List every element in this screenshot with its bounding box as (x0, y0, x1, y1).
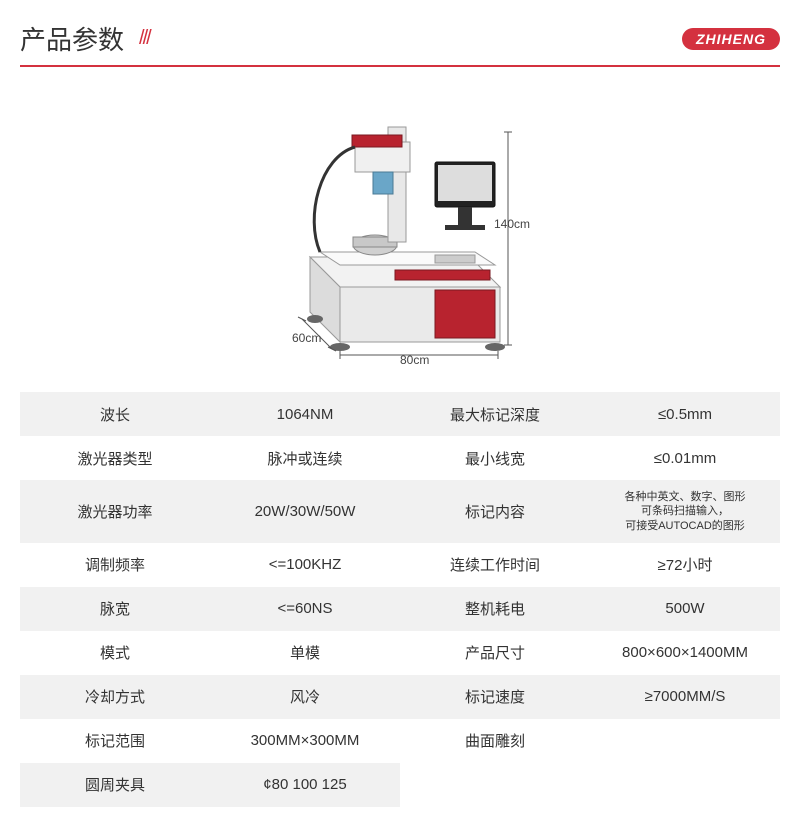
spec-value: 300MM×300MM (210, 719, 400, 763)
spec-label: 整机耗电 (400, 587, 590, 631)
spec-value: 风冷 (210, 675, 400, 719)
spec-label: 连续工作时间 (400, 543, 590, 587)
spec-value: ≤0.01mm (590, 436, 780, 480)
spec-value: ¢80 100 125 (210, 763, 400, 807)
spec-value: 20W/30W/50W (210, 480, 400, 543)
spec-value: 500W (590, 587, 780, 631)
spec-label: 最小线宽 (400, 436, 590, 480)
spec-label: 冷却方式 (20, 675, 210, 719)
product-image: 140cm 80cm 60cm (20, 87, 780, 367)
spec-value (590, 719, 780, 763)
spec-value: 各种中英文、数字、图形 可条码扫描输入， 可接受AUTOCAD的图形 (590, 480, 780, 543)
brand-badge: ZHIHENG (682, 28, 780, 50)
dim-width: 80cm (400, 353, 429, 367)
header: 产品参数 /// ZHIHENG (20, 20, 780, 67)
spec-label: 标记范围 (20, 719, 210, 763)
spec-value: ≥7000MM/S (590, 675, 780, 719)
spec-label: 曲面雕刻 (400, 719, 590, 763)
spec-value: ≤0.5mm (590, 392, 780, 436)
spec-label: 波长 (20, 392, 210, 436)
spec-value: 单模 (210, 631, 400, 675)
machine-illustration: 140cm 80cm 60cm (240, 87, 560, 367)
spec-value: <=60NS (210, 587, 400, 631)
dim-height: 140cm (494, 217, 530, 231)
spec-label: 激光器类型 (20, 436, 210, 480)
spec-empty (590, 763, 780, 807)
spec-empty (400, 763, 590, 807)
title-decoration: /// (139, 27, 682, 50)
spec-label: 脉宽 (20, 587, 210, 631)
spec-label: 标记内容 (400, 480, 590, 543)
spec-label: 标记速度 (400, 675, 590, 719)
spec-value: ≥72小时 (590, 543, 780, 587)
spec-table: 波长1064NM最大标记深度≤0.5mm 激光器类型脉冲或连续最小线宽≤0.01m… (20, 392, 780, 807)
spec-label: 模式 (20, 631, 210, 675)
spec-label: 调制频率 (20, 543, 210, 587)
spec-label: 最大标记深度 (400, 392, 590, 436)
spec-value: <=100KHZ (210, 543, 400, 587)
page-title: 产品参数 (20, 20, 139, 57)
spec-label: 产品尺寸 (400, 631, 590, 675)
spec-value: 脉冲或连续 (210, 436, 400, 480)
spec-label: 激光器功率 (20, 480, 210, 543)
spec-value: 800×600×1400MM (590, 631, 780, 675)
spec-value: 1064NM (210, 392, 400, 436)
dim-depth: 60cm (292, 331, 321, 345)
spec-label: 圆周夹具 (20, 763, 210, 807)
